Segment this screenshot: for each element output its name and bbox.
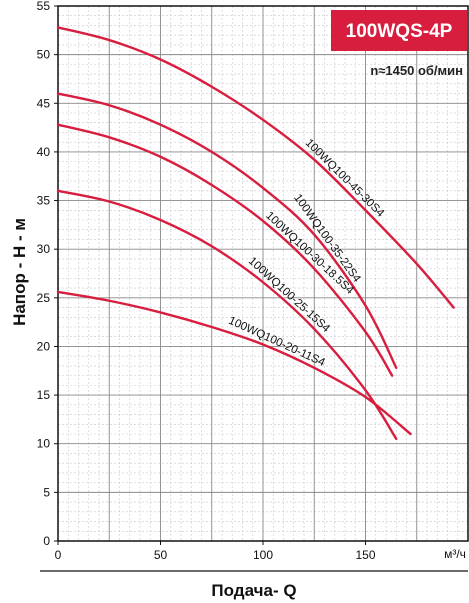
y-axis-title: Напор - Н - м (10, 218, 29, 326)
x-unit-label: м³/ч (444, 547, 466, 561)
series-curve (56, 189, 398, 441)
major-grid (58, 6, 468, 541)
y-tick-label: 30 (37, 242, 51, 256)
chart-title: 100WQS-4P (346, 21, 453, 42)
x-axis-title: Подача- Q (211, 581, 296, 600)
series-curve (56, 26, 455, 309)
curves (56, 26, 455, 441)
x-tick-label: 100 (253, 548, 273, 562)
y-tick-label: 40 (37, 145, 51, 159)
speed-subtitle: n≈1450 об/мин (370, 63, 463, 78)
title-badge: 100WQS-4P (331, 10, 467, 51)
y-tick-label: 20 (37, 339, 51, 353)
y-axis-ticks: 0 5 10 15 20 25 30 35 40 45 50 55 (37, 0, 58, 548)
title-badge-background (331, 10, 467, 51)
curve-labels: 100WQ100-45-30S4100WQ100-35-22S4100WQ100… (227, 137, 387, 369)
y-tick-label: 0 (43, 534, 50, 548)
y-tick-label: 10 (37, 437, 51, 451)
y-tick-label: 25 (37, 291, 51, 305)
y-tick-label: 45 (37, 96, 51, 110)
x-tick-label: 0 (55, 548, 62, 562)
series-curve (56, 123, 394, 377)
y-tick-label: 5 (43, 485, 50, 499)
x-axis-ticks: 0 50 100 150 (55, 541, 376, 562)
y-tick-label: 35 (37, 194, 51, 208)
y-tick-label: 50 (37, 48, 51, 62)
y-tick-label: 55 (37, 0, 51, 13)
series-curve (56, 290, 412, 436)
x-tick-label: 150 (355, 548, 375, 562)
series-curve (56, 92, 398, 370)
x-tick-label: 50 (154, 548, 168, 562)
y-tick-label: 15 (37, 388, 51, 402)
